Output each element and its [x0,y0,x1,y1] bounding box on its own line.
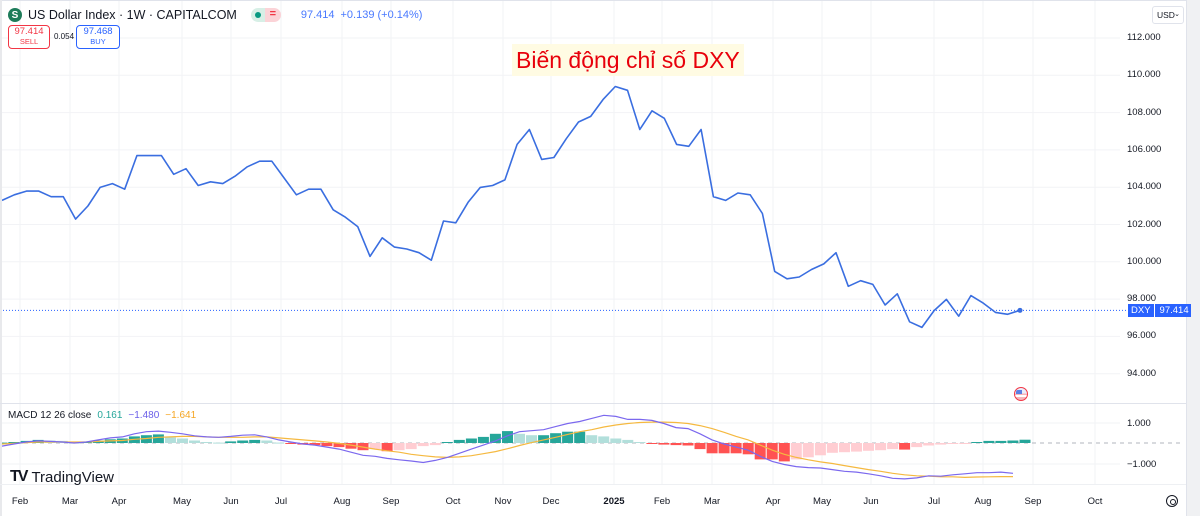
time-tick: Oct [445,496,461,507]
market-status-badge[interactable]: = [250,8,281,22]
currency-selector[interactable]: USD ⌄ [1152,6,1184,24]
time-tick: Sep [1024,496,1042,507]
time-tick: Apr [765,496,781,507]
spread-value: 0.054 [54,32,75,41]
left-border [0,0,2,516]
chevron-down-icon: ⌄ [1174,11,1180,18]
chart-annotation-title[interactable]: Biến động chỉ số DXY [512,44,744,76]
price-tag-symbol: DXY [1128,304,1154,317]
us-flag-event-icon[interactable] [1014,387,1028,401]
macd-legend[interactable]: MACD 12 26 close 0.161 −1.480 −1.641 [8,410,196,421]
time-tick: Sep [382,496,400,507]
sell-label: SELL [19,37,39,46]
sell-price: 97.414 [14,26,44,37]
current-price-tag: DXY 97.414 [1128,304,1191,317]
time-tick: Mar [61,496,79,507]
time-axis-divider [0,484,1186,485]
time-tick: Jun [223,496,239,507]
macd-signal-value: −1.641 [165,410,197,421]
pane-divider[interactable] [0,403,1186,404]
price-tick: 96.000 [1127,330,1157,342]
macd-tick-neg: −1.000 [1127,459,1157,470]
macd-line-value: −1.480 [128,410,160,421]
symbol-logo-icon: S [8,8,22,22]
tradingview-wordmark: TradingView [31,468,114,486]
price-tick: 110.000 [1127,69,1161,81]
time-tick: Mar [703,496,721,507]
time-tick: Feb [653,496,671,507]
time-tick: Jul [927,496,941,507]
currency-label: USD [1157,10,1175,20]
sell-button[interactable]: 97.414 SELL [8,25,50,49]
time-tick: May [173,496,191,507]
right-scrollbar[interactable] [1186,0,1200,516]
buy-label: BUY [90,37,106,46]
time-tick: May [813,496,831,507]
price-tick: 106.000 [1127,143,1162,155]
price-tick: 104.000 [1127,181,1162,193]
time-tick: Dec [542,496,560,507]
last-price: 97.414 [300,9,335,21]
time-tick: Aug [974,496,992,507]
symbol-title[interactable]: US Dollar Index · 1W · CAPITALCOM [28,8,237,22]
price-change: +0.139 (+0.14%) [340,9,423,21]
market-open-dot-icon [254,12,261,18]
price-tag-value: 97.414 [1154,304,1191,317]
time-tick: Jun [863,496,879,507]
price-tick: 94.000 [1127,367,1157,379]
symbol-legend[interactable]: S US Dollar Index · 1W · CAPITALCOM = 97… [8,8,422,22]
price-tick: 98.000 [1127,293,1157,305]
macd-label: MACD 12 26 close [8,410,92,421]
time-tick: Feb [11,496,29,507]
time-tick: 2025 [603,496,625,507]
buy-button[interactable]: 97.468 BUY [76,25,120,49]
macd-histogram-value: 0.161 [97,410,123,421]
top-border [0,0,1200,1]
tradingview-logo[interactable]: TV TradingView [10,468,114,486]
time-tick: Oct [1087,496,1103,507]
macd-tick-pos: 1.000 [1127,418,1151,429]
time-tick: Aug [333,496,351,507]
price-tick: 102.000 [1127,218,1162,230]
data-equal-icon: = [264,8,281,22]
price-tick: 112.000 [1127,32,1161,43]
settings-gear-icon[interactable] [1166,495,1178,507]
tradingview-mark-icon: TV [10,468,29,485]
time-tick: Apr [111,496,127,507]
buy-price: 97.468 [83,26,113,37]
price-tick: 108.000 [1127,106,1162,118]
time-tick: Nov [494,496,512,507]
time-tick: Jul [274,496,288,507]
price-tick: 100.000 [1127,255,1162,267]
